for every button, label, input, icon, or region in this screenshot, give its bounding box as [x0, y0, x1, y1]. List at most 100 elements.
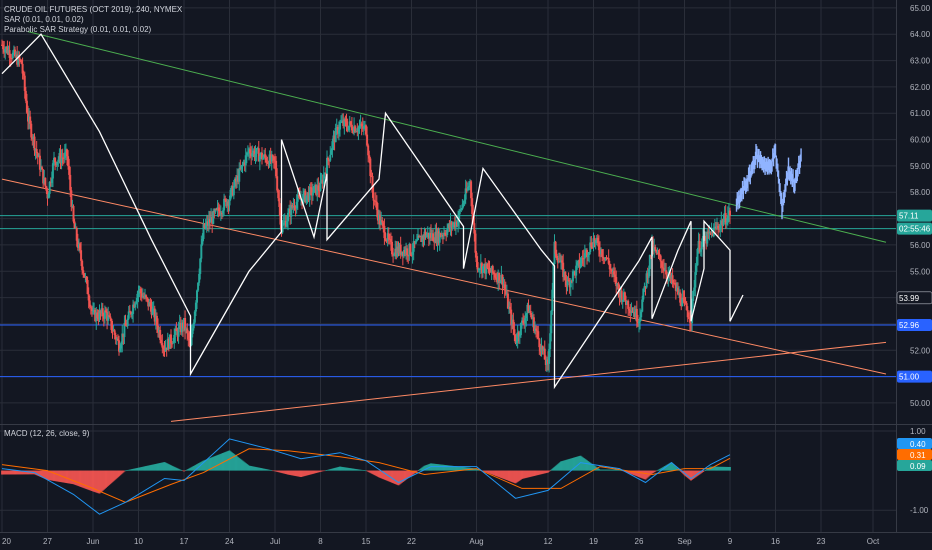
macd-histogram-bar: [341, 466, 344, 471]
strategy-label[interactable]: Parabolic SAR Strategy (0.01, 0.01, 0.02…: [4, 25, 152, 34]
candle-body: [159, 329, 162, 340]
candle-body: [658, 255, 661, 257]
macd-histogram-bar: [505, 470, 508, 481]
macd-histogram-bar: [679, 470, 682, 472]
macd-histogram-bar: [561, 461, 564, 471]
macd-histogram-bar: [217, 454, 220, 471]
macd-histogram-bar: [551, 468, 554, 471]
macd-histogram-bar: [703, 470, 705, 472]
sar-indicator-label[interactable]: SAR (0.01, 0.01, 0.02): [4, 15, 84, 24]
candle-body: [216, 207, 219, 210]
sar-line[interactable]: [1, 33, 744, 390]
macd-histogram-bar: [165, 463, 168, 471]
macd-histogram-bar: [617, 469, 620, 471]
macd-histogram-bar: [514, 470, 517, 484]
candle-body: [313, 186, 315, 193]
macd-histogram-bar: [274, 470, 276, 472]
macd-histogram-bar: [129, 469, 132, 471]
macd-histogram-bar: [389, 470, 392, 483]
candle-body: [381, 220, 384, 223]
macd-histogram-bar: [9, 470, 12, 475]
symbol-title[interactable]: CRUDE OIL FUTURES (OCT 2019), 240, NYMEX: [4, 5, 183, 14]
macd-histogram-bar: [106, 470, 109, 487]
candle-body: [567, 280, 570, 282]
macd-histogram-bar: [607, 469, 610, 471]
candle-body: [96, 312, 99, 319]
candle-body: [277, 190, 280, 199]
macd-histogram-bar: [115, 470, 118, 479]
candle-body: [133, 304, 136, 308]
candle-body: [443, 232, 445, 236]
candle-body: [160, 339, 163, 344]
candle-body: [76, 240, 79, 248]
macd-histogram-bar: [240, 459, 243, 471]
candle-body: [576, 262, 579, 266]
candle-body: [553, 241, 556, 265]
candle-body: [192, 322, 195, 329]
macd-histogram-bar: [664, 466, 666, 471]
candle-body: [86, 280, 89, 295]
candle-body: [29, 116, 32, 124]
candle-body: [701, 236, 704, 242]
candle-body: [408, 244, 411, 256]
candle-body: [185, 328, 188, 331]
macd-histogram-bar: [704, 470, 707, 471]
macd-histogram-bar: [587, 461, 590, 471]
candle-body: [664, 270, 666, 272]
candle-body: [699, 249, 702, 252]
macd-histogram-bar: [381, 470, 384, 479]
candle-body: [224, 198, 227, 200]
macd-histogram-bar: [350, 468, 353, 471]
trendline[interactable]: [27, 31, 887, 243]
macd-histogram-bar: [576, 456, 579, 471]
candle-body: [5, 46, 8, 50]
candle-body: [17, 55, 20, 65]
candle-body: [284, 220, 287, 227]
macd-histogram-bar: [723, 466, 726, 471]
macd-histogram-bar: [111, 470, 114, 483]
macd-histogram-bar: [526, 470, 529, 478]
candle-body: [110, 318, 113, 330]
candle-body: [354, 126, 357, 133]
macd-histogram-bar: [500, 470, 503, 478]
candle-body: [233, 178, 236, 186]
candle-body: [724, 212, 727, 225]
macd-histogram-bar: [601, 469, 604, 471]
macd-line[interactable]: [1, 438, 731, 515]
candle-body: [120, 344, 123, 349]
macd-histogram-bar: [305, 470, 308, 476]
candle-body: [176, 330, 179, 337]
macd-histogram-bar: [554, 466, 557, 471]
macd-histogram-bar: [439, 464, 442, 471]
candle-body: [47, 193, 50, 199]
candle-body: [433, 241, 436, 243]
macd-histogram-bar: [629, 470, 632, 474]
candle-body: [66, 149, 68, 157]
candle-body: [548, 349, 551, 364]
macd-histogram-bar: [266, 469, 269, 471]
candle-body: [49, 181, 52, 183]
candle-body: [434, 231, 437, 243]
macd-histogram-bar: [147, 465, 150, 471]
trendline[interactable]: [170, 341, 887, 422]
macd-histogram-bar: [79, 470, 81, 487]
macd-indicator-label[interactable]: MACD (12, 26, close, 9): [4, 429, 90, 438]
candle-body: [603, 257, 606, 260]
candle-body: [475, 252, 478, 263]
candle-body: [99, 310, 102, 314]
candle-body: [660, 261, 663, 268]
macd-histogram-bar: [185, 470, 188, 471]
trendline[interactable]: [1, 178, 887, 375]
macd-histogram-bar: [448, 465, 451, 471]
candle-body: [2, 44, 5, 50]
macd-histogram-bar: [451, 465, 454, 471]
candle-body: [150, 306, 153, 315]
macd-histogram-bar: [327, 469, 330, 471]
candle-body: [318, 190, 321, 192]
candle-body: [630, 311, 633, 313]
macd-histogram-bar: [220, 453, 223, 471]
macd-histogram-bar: [608, 469, 611, 471]
macd-histogram-bar: [199, 462, 202, 471]
macd-histogram-bar: [212, 456, 215, 471]
